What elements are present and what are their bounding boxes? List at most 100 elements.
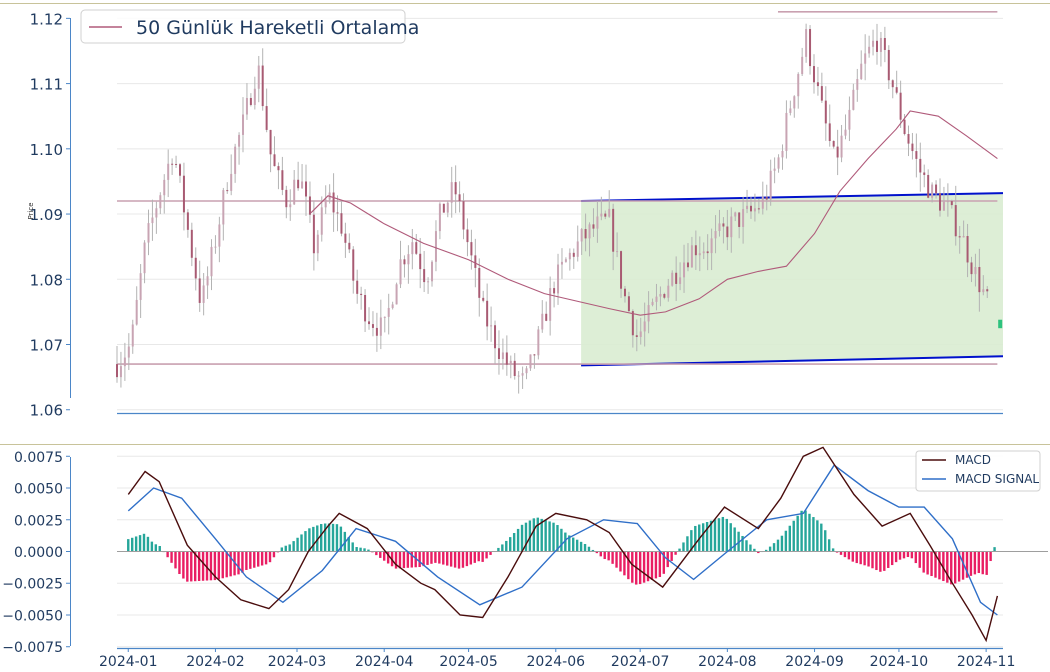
- macd-histogram-bar: [753, 548, 756, 552]
- candle-body: [773, 168, 776, 171]
- macd-histogram-bar: [572, 537, 575, 552]
- candle-body: [312, 214, 315, 254]
- candle-body: [167, 163, 170, 180]
- candle-body: [816, 82, 819, 87]
- macd-histogram-bar: [564, 532, 567, 552]
- candle-body: [793, 96, 796, 109]
- candle-body: [781, 150, 784, 158]
- macd-histogram-bar: [682, 542, 685, 552]
- candle-body: [962, 236, 965, 238]
- candle-body: [702, 251, 705, 254]
- x-tick-label: 2024-04: [355, 654, 414, 670]
- macd-histogram-bar: [741, 535, 744, 552]
- macd-histogram-bar: [642, 551, 646, 583]
- candle-body: [840, 135, 843, 158]
- macd-histogram-bar: [394, 551, 398, 569]
- macd-histogram-bar: [386, 551, 390, 564]
- macd-histogram-bar: [473, 551, 476, 563]
- candle-body: [675, 272, 678, 284]
- candle-body: [895, 87, 898, 93]
- macd-y-tick-label: 0.0075: [14, 450, 63, 466]
- candle-body: [734, 212, 737, 217]
- macd-histogram-bar: [154, 544, 158, 552]
- candle-body: [986, 289, 989, 292]
- candle-body: [171, 163, 174, 165]
- macd-histogram-bar: [902, 551, 906, 559]
- candle-body: [809, 29, 812, 67]
- macd-histogram-bar: [922, 551, 925, 573]
- macd-histogram-bar: [690, 530, 693, 552]
- candle-body: [340, 213, 343, 234]
- candle-body: [458, 194, 461, 202]
- macd-histogram-bar: [438, 551, 441, 564]
- candle-body: [722, 223, 725, 227]
- macd-histogram-bar: [918, 551, 921, 568]
- candle-body: [537, 329, 540, 356]
- macd-histogram-bar: [249, 551, 252, 569]
- candle-body: [974, 267, 977, 275]
- x-tick-label: 2024-09: [785, 654, 844, 670]
- macd-histogram-bar: [776, 539, 780, 552]
- macd-histogram-bar: [607, 551, 610, 561]
- candle-body: [966, 236, 969, 263]
- candle-body: [860, 63, 863, 80]
- candle-body: [344, 233, 347, 243]
- candle-body: [364, 295, 367, 322]
- candle-body: [143, 242, 146, 274]
- candle-body: [419, 253, 422, 270]
- macd-histogram-bar: [953, 551, 957, 584]
- macd-histogram-bar: [335, 524, 339, 552]
- macd-histogram-bar: [536, 517, 539, 552]
- macd-histogram-bar: [859, 551, 862, 565]
- macd-histogram-bar: [146, 536, 150, 552]
- macd-histogram-bar: [548, 521, 551, 552]
- candle-body: [352, 249, 355, 281]
- candle-body: [249, 97, 252, 105]
- candle-body: [529, 354, 532, 369]
- macd-histogram-bar: [910, 551, 914, 559]
- macd-histogram-bar: [520, 524, 524, 552]
- macd-histogram-bar: [796, 515, 799, 552]
- macd-histogram-bar: [800, 510, 803, 552]
- macd-histogram-bar: [457, 551, 461, 569]
- macd-histogram-bar: [701, 523, 705, 552]
- macd-histogram-bar: [851, 551, 855, 562]
- candle-body: [182, 175, 185, 213]
- macd-histogram-bar: [461, 551, 465, 568]
- macd-histogram-bar: [926, 551, 929, 575]
- candle-body: [651, 301, 654, 306]
- macd-y-tick-label: 0.0050: [14, 482, 63, 498]
- candle-body: [954, 205, 957, 237]
- macd-histogram-bar: [867, 551, 870, 567]
- x-tick-label: 2024-02: [186, 654, 245, 670]
- candle-body: [261, 65, 264, 107]
- macd-histogram-bar: [379, 551, 382, 558]
- candle-body: [245, 97, 248, 115]
- macd-histogram-bar: [449, 551, 453, 567]
- candle-body: [490, 325, 493, 327]
- macd-histogram-bar: [280, 547, 284, 552]
- candle-body: [395, 284, 398, 305]
- macd-histogram-bar: [406, 551, 410, 568]
- price-y-tick-label: 1.09: [30, 206, 63, 224]
- candle-body: [320, 207, 323, 235]
- macd-histogram-bar: [142, 533, 146, 552]
- candle-body: [560, 261, 563, 265]
- macd-histogram-bar: [375, 551, 378, 556]
- macd-histogram-bar: [134, 536, 138, 552]
- macd-histogram-bar: [985, 551, 988, 575]
- candle-body: [497, 348, 500, 360]
- macd-histogram-bar: [339, 526, 343, 552]
- candle-body: [923, 172, 926, 175]
- candle-body: [501, 352, 504, 360]
- candle-body: [446, 202, 449, 213]
- candle-body: [604, 213, 607, 217]
- macd-histogram-bar: [186, 551, 189, 582]
- candle-body: [399, 259, 402, 285]
- macd-histogram-bar: [359, 547, 362, 552]
- candle-body: [545, 313, 548, 321]
- macd-histogram-bar: [245, 551, 248, 570]
- macd-histogram-bar: [981, 551, 984, 575]
- candle-body: [757, 208, 760, 210]
